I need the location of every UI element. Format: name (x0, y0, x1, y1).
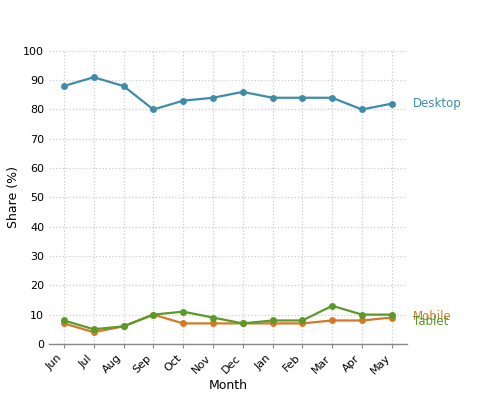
Text: Browser class, June '12 - May '13: Browser class, June '12 - May '13 (6, 17, 338, 35)
Text: Mobile: Mobile (413, 310, 451, 323)
Y-axis label: Share (%): Share (%) (7, 166, 21, 228)
X-axis label: Month: Month (208, 379, 247, 392)
Text: Tablet: Tablet (413, 315, 448, 328)
Text: Desktop: Desktop (413, 97, 461, 110)
